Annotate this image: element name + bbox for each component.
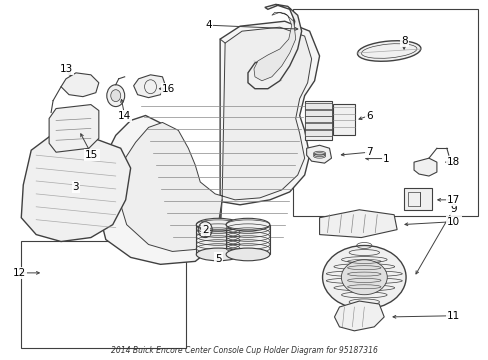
Bar <box>304 117 332 122</box>
Text: 8: 8 <box>400 36 407 46</box>
Text: 13: 13 <box>59 64 73 74</box>
Text: 7: 7 <box>365 147 372 157</box>
Polygon shape <box>247 4 301 89</box>
Polygon shape <box>21 135 130 242</box>
Polygon shape <box>413 158 436 176</box>
Ellipse shape <box>111 90 121 102</box>
Text: 2014 Buick Encore Center Console Cup Holder Diagram for 95187316: 2014 Buick Encore Center Console Cup Hol… <box>110 346 377 355</box>
Ellipse shape <box>225 248 269 261</box>
Text: 1: 1 <box>382 154 389 163</box>
Bar <box>21 241 186 348</box>
Polygon shape <box>334 301 384 331</box>
Bar <box>333 104 355 135</box>
Ellipse shape <box>341 260 386 295</box>
Bar <box>403 188 431 210</box>
Polygon shape <box>306 145 331 163</box>
Text: 11: 11 <box>446 311 460 321</box>
Polygon shape <box>119 27 311 251</box>
Bar <box>292 9 477 216</box>
Text: 16: 16 <box>162 84 175 94</box>
Text: 4: 4 <box>205 20 212 30</box>
Bar <box>304 109 332 116</box>
Ellipse shape <box>196 248 240 261</box>
Ellipse shape <box>225 218 269 231</box>
Text: 6: 6 <box>365 111 372 121</box>
Text: 2: 2 <box>202 225 208 235</box>
Text: 3: 3 <box>73 182 79 192</box>
Text: 10: 10 <box>447 217 459 227</box>
Polygon shape <box>253 12 295 81</box>
Polygon shape <box>133 75 165 98</box>
Text: 9: 9 <box>449 203 456 213</box>
Polygon shape <box>319 210 396 238</box>
Text: 14: 14 <box>118 111 131 121</box>
Polygon shape <box>96 21 319 264</box>
Polygon shape <box>61 73 99 96</box>
Text: 15: 15 <box>85 150 98 160</box>
Text: 17: 17 <box>446 195 460 205</box>
Bar <box>304 103 332 109</box>
Text: 12: 12 <box>13 268 26 278</box>
Bar <box>225 225 269 255</box>
Bar <box>196 225 240 255</box>
Bar <box>304 130 332 136</box>
Text: 18: 18 <box>446 157 460 167</box>
Ellipse shape <box>357 41 420 61</box>
Bar <box>407 192 419 206</box>
Bar <box>304 100 332 140</box>
Polygon shape <box>49 105 99 152</box>
Ellipse shape <box>322 246 405 309</box>
Bar <box>304 123 332 129</box>
Text: 5: 5 <box>214 253 221 264</box>
Ellipse shape <box>106 85 124 107</box>
Ellipse shape <box>196 218 240 231</box>
